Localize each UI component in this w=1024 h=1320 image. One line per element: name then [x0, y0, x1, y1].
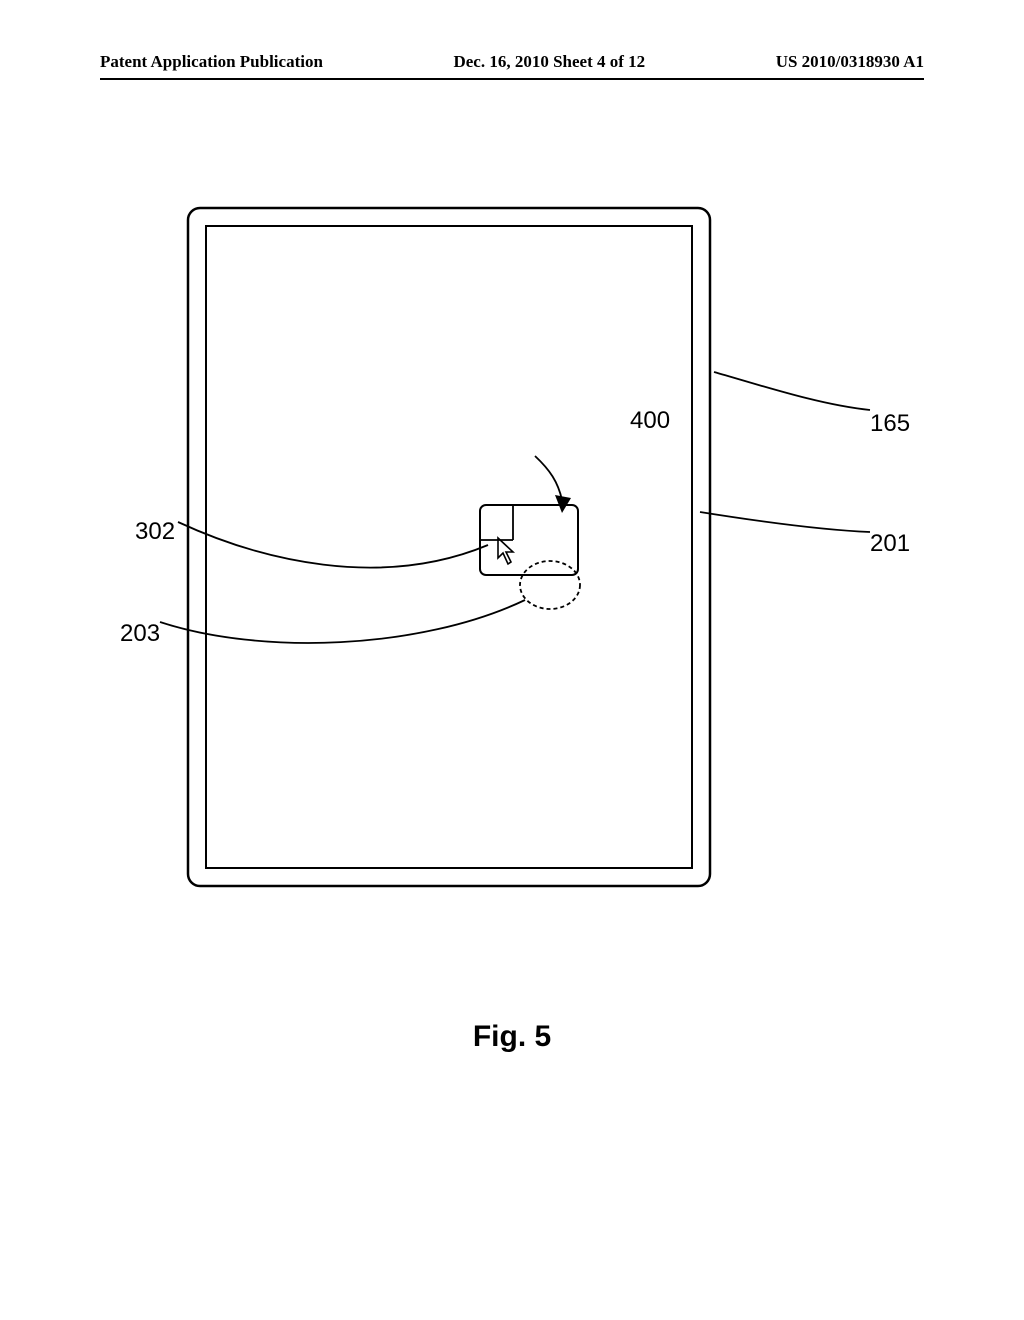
- header-rule: [100, 78, 924, 80]
- touch-contact-ellipse: [520, 561, 580, 609]
- leader-203: [160, 600, 525, 643]
- device-outer-frame: [188, 208, 710, 886]
- patent-figure: 400: [100, 180, 924, 1080]
- leader-165: [714, 372, 870, 410]
- leader-201: [700, 512, 870, 532]
- ref-400: 400: [630, 407, 670, 434]
- ref-302: 302: [135, 518, 175, 546]
- header-left: Patent Application Publication: [100, 52, 323, 72]
- ref-201: 201: [870, 530, 910, 558]
- window-400: [480, 505, 578, 575]
- figure-caption: Fig. 5: [0, 1020, 1024, 1054]
- leader-400: [535, 456, 562, 500]
- header-right: US 2010/0318930 A1: [776, 52, 924, 72]
- ref-203: 203: [120, 620, 160, 648]
- ref-165: 165: [870, 410, 910, 438]
- cursor-icon: [498, 538, 513, 564]
- header-center: Dec. 16, 2010 Sheet 4 of 12: [453, 52, 645, 72]
- leader-302: [178, 522, 488, 568]
- page-header: Patent Application Publication Dec. 16, …: [100, 52, 924, 72]
- screen-inner-frame: [206, 226, 692, 868]
